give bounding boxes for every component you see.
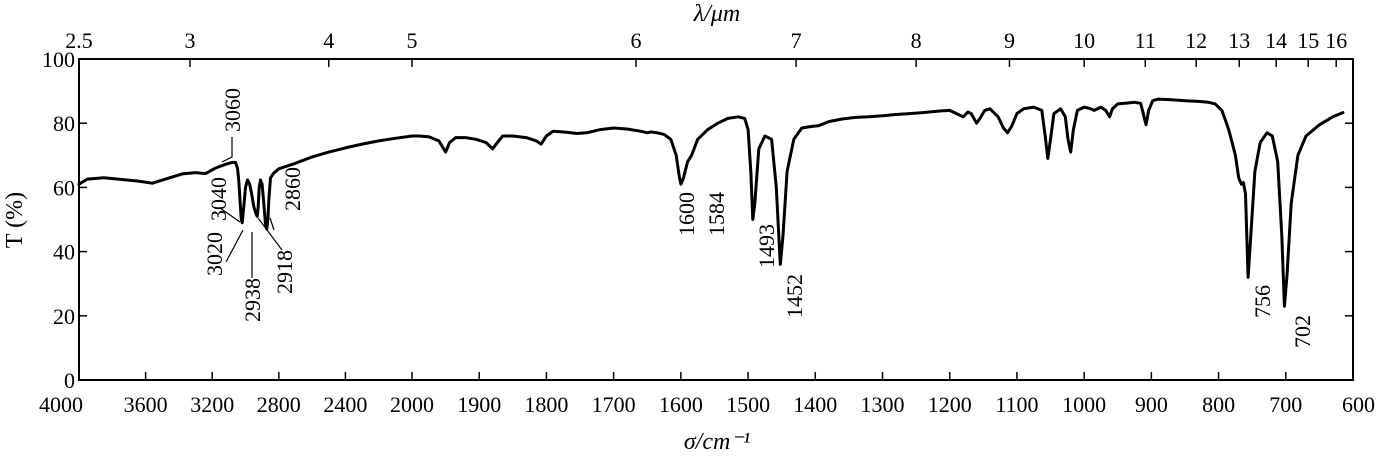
x-tick-label: 1500 bbox=[726, 392, 770, 417]
x-tick-label: 1900 bbox=[457, 392, 501, 417]
peak-leader-line bbox=[225, 229, 244, 263]
y-tick-label: 40 bbox=[53, 240, 75, 265]
y-axis-title: T (%) bbox=[2, 192, 28, 248]
top-tick-label: 9 bbox=[1004, 28, 1015, 53]
y-tick-label: 100 bbox=[42, 47, 75, 72]
top-tick-label: 7 bbox=[791, 28, 802, 53]
x-tick-label: 3200 bbox=[190, 392, 234, 417]
y-tick-label: 0 bbox=[64, 368, 75, 393]
x-tick-label: 3600 bbox=[124, 392, 168, 417]
peak-leader-line bbox=[221, 137, 233, 163]
peak-leader-line bbox=[219, 207, 241, 223]
x-tick-label: 1600 bbox=[659, 392, 703, 417]
top-tick-label: 6 bbox=[631, 28, 642, 53]
x-tick-label: 900 bbox=[1135, 392, 1168, 417]
top-tick-label: 2.5 bbox=[65, 28, 93, 53]
top-tick-label: 14 bbox=[1265, 28, 1287, 53]
peak-label-1584: 1584 bbox=[704, 192, 729, 236]
top-tick-label: 3 bbox=[185, 28, 196, 53]
y-tick-label: 20 bbox=[53, 304, 75, 329]
peak-label-1600: 1600 bbox=[674, 192, 699, 236]
peak-label-1493: 1493 bbox=[754, 224, 779, 268]
y-tick-label: 60 bbox=[53, 175, 75, 200]
top-tick-label: 4 bbox=[323, 28, 334, 53]
top-tick-label: 12 bbox=[1185, 28, 1207, 53]
x-tick-label: 1800 bbox=[524, 392, 568, 417]
top-tick-label: 16 bbox=[1325, 28, 1347, 53]
plot-area-border bbox=[78, 58, 1354, 381]
x-tick-label: 1100 bbox=[995, 392, 1038, 417]
peak-label-1452: 1452 bbox=[782, 274, 807, 318]
x-tick-label: 1400 bbox=[793, 392, 837, 417]
x-tick-label: 700 bbox=[1269, 392, 1302, 417]
x-axis-title: σ/cm⁻¹ bbox=[684, 429, 750, 455]
x-tick-label: 800 bbox=[1202, 392, 1235, 417]
top-axis-title: λ/μm bbox=[693, 1, 740, 27]
x-tick-label: 4000 bbox=[39, 392, 83, 417]
y-tick-label: 80 bbox=[53, 111, 75, 136]
x-tick-label: 2800 bbox=[257, 392, 301, 417]
spectrum-series-line bbox=[77, 97, 1345, 308]
top-tick-label: 15 bbox=[1297, 28, 1319, 53]
peak-label-3040: 3040 bbox=[206, 177, 231, 221]
peak-label-702: 702 bbox=[1290, 315, 1315, 348]
x-tick-label: 1700 bbox=[592, 392, 636, 417]
peak-leader-line bbox=[269, 217, 275, 231]
peak-labels-layer: 3060 3040 3020 2938 2918 2860 1600 1584 14931452… bbox=[202, 88, 1315, 348]
x-tick-label: 600 bbox=[1342, 392, 1375, 417]
plot-frame-layer bbox=[78, 58, 1354, 381]
peak-label-3020: 3020 bbox=[202, 232, 227, 276]
peak-label-2938: 2938 bbox=[240, 278, 265, 322]
x-tick-label: 1000 bbox=[1062, 392, 1106, 417]
x-tick-label: 2400 bbox=[323, 392, 367, 417]
top-tick-label: 8 bbox=[911, 28, 922, 53]
peak-leader-line bbox=[257, 217, 283, 251]
spectrum-curve-layer bbox=[77, 97, 1345, 308]
top-tick-label: 11 bbox=[1135, 28, 1156, 53]
x-tick-label: 1200 bbox=[928, 392, 972, 417]
peak-label-3060: 3060 bbox=[220, 88, 245, 132]
peak-label-756: 756 bbox=[1250, 285, 1275, 318]
peak-label-2860: 2860 bbox=[280, 167, 305, 211]
x-tick-label: 1300 bbox=[861, 392, 905, 417]
top-tick-label: 5 bbox=[407, 28, 418, 53]
top-tick-label: 10 bbox=[1073, 28, 1095, 53]
peak-label-2918: 2918 bbox=[272, 250, 297, 294]
top-tick-label: 13 bbox=[1228, 28, 1250, 53]
x-tick-label: 2000 bbox=[390, 392, 434, 417]
